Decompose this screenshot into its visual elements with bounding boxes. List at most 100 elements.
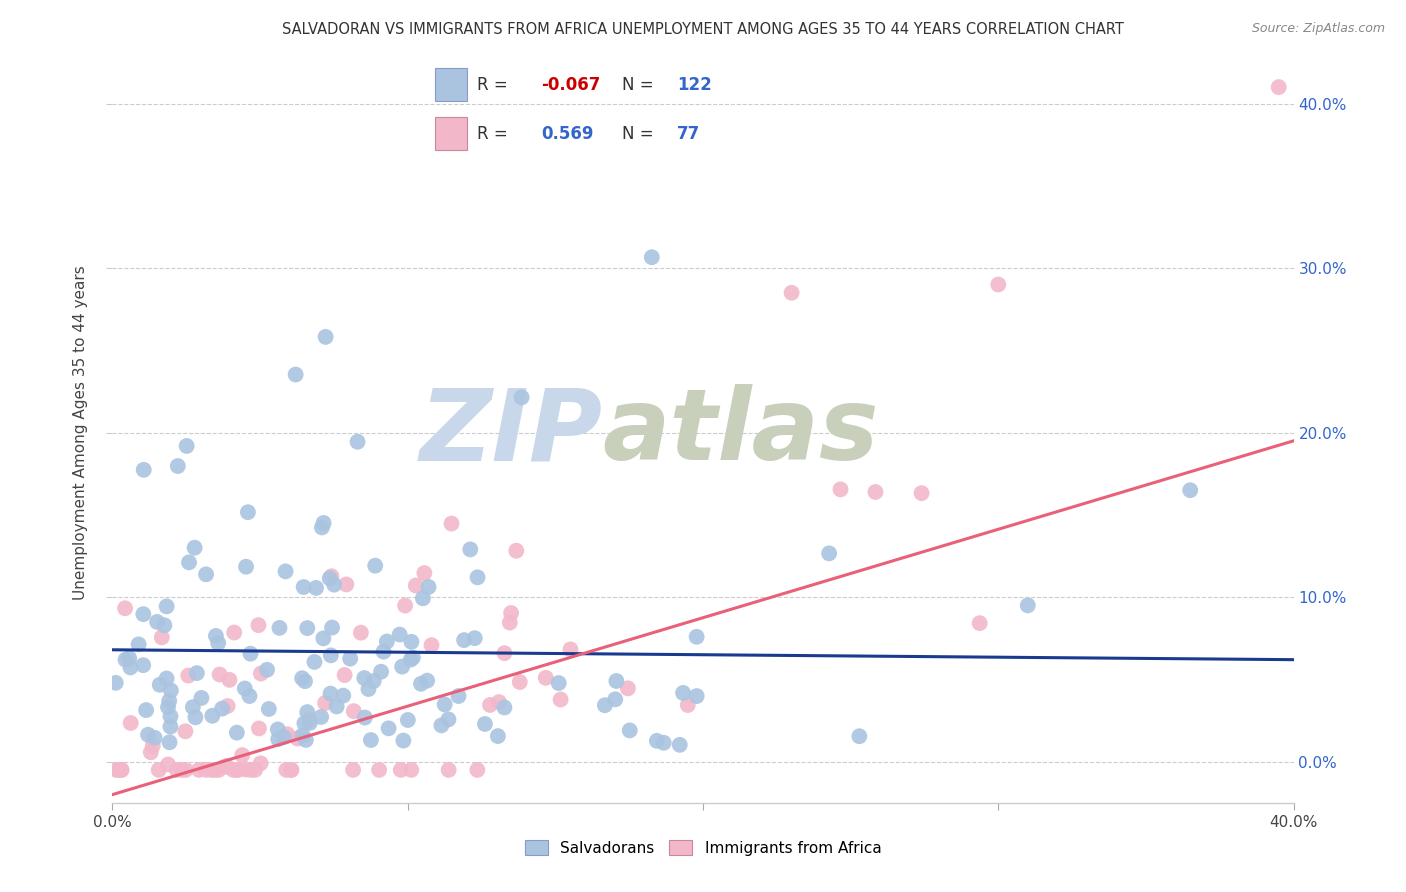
Point xyxy=(291,728,314,742)
Point xyxy=(686,689,709,703)
Point xyxy=(226,763,249,777)
Point xyxy=(987,277,1010,292)
Point xyxy=(453,633,475,648)
Point xyxy=(353,710,375,724)
Point xyxy=(276,727,298,741)
Point xyxy=(368,763,391,777)
Point xyxy=(284,368,307,382)
Point xyxy=(225,725,247,739)
Point xyxy=(139,745,162,759)
Point xyxy=(195,567,218,582)
Point xyxy=(148,763,170,777)
Point xyxy=(780,285,803,300)
Point xyxy=(297,621,319,635)
Point xyxy=(309,710,332,724)
Point xyxy=(267,723,290,737)
Point xyxy=(157,757,180,772)
Point xyxy=(401,635,423,649)
Point xyxy=(467,570,489,584)
Point xyxy=(1268,80,1291,95)
Point xyxy=(314,696,336,710)
Point xyxy=(510,390,533,404)
Point xyxy=(233,681,256,696)
Point xyxy=(396,713,419,727)
Point xyxy=(486,729,509,743)
Point xyxy=(132,658,155,673)
Point xyxy=(208,667,231,681)
FancyBboxPatch shape xyxy=(434,118,467,150)
Point xyxy=(190,690,212,705)
Point xyxy=(464,631,486,645)
Text: atlas: atlas xyxy=(603,384,879,481)
Point xyxy=(150,631,173,645)
Text: SALVADORAN VS IMMIGRANTS FROM AFRICA UNEMPLOYMENT AMONG AGES 35 TO 44 YEARS CORR: SALVADORAN VS IMMIGRANTS FROM AFRICA UNE… xyxy=(283,22,1123,37)
Point xyxy=(274,565,297,579)
Point xyxy=(402,650,425,665)
Text: 122: 122 xyxy=(678,76,711,94)
Point xyxy=(273,730,295,744)
Point xyxy=(560,642,582,657)
Point xyxy=(315,330,337,344)
Point xyxy=(399,763,422,777)
Point xyxy=(346,434,368,449)
Point xyxy=(319,648,342,663)
Point xyxy=(207,636,229,650)
Point xyxy=(413,566,436,580)
Point xyxy=(494,700,516,714)
Point xyxy=(176,439,198,453)
Point xyxy=(132,607,155,622)
Point xyxy=(159,735,181,749)
FancyBboxPatch shape xyxy=(434,69,467,101)
Point xyxy=(160,683,183,698)
Point xyxy=(250,666,273,681)
Point xyxy=(312,516,335,530)
Point xyxy=(830,483,852,497)
Point xyxy=(409,677,432,691)
Point xyxy=(287,731,309,746)
Point xyxy=(550,692,572,706)
Text: -0.067: -0.067 xyxy=(541,76,600,94)
Point xyxy=(1178,483,1201,498)
Point xyxy=(394,599,416,613)
Point xyxy=(818,546,841,560)
Point xyxy=(276,763,298,777)
Point xyxy=(194,763,217,777)
Point xyxy=(534,671,557,685)
Point xyxy=(333,668,356,682)
Point xyxy=(201,708,224,723)
Point xyxy=(247,722,270,736)
Point xyxy=(166,763,188,777)
Point xyxy=(142,739,165,753)
Text: 0.569: 0.569 xyxy=(541,125,593,143)
Point xyxy=(350,625,373,640)
Point xyxy=(298,713,321,727)
Point xyxy=(177,668,200,682)
Point xyxy=(323,577,346,591)
Point xyxy=(641,250,664,264)
Point xyxy=(619,723,641,738)
Point xyxy=(547,676,569,690)
Point xyxy=(416,673,439,688)
Point xyxy=(249,756,271,771)
Point xyxy=(120,716,142,731)
Point xyxy=(645,734,668,748)
Point xyxy=(207,763,229,777)
Point xyxy=(865,485,887,500)
Point xyxy=(294,716,316,731)
Point xyxy=(211,701,233,715)
Point xyxy=(319,687,342,701)
Point xyxy=(238,689,260,703)
Point xyxy=(205,629,228,643)
Point xyxy=(388,627,411,641)
Point xyxy=(389,763,412,777)
Point xyxy=(214,760,236,774)
Point xyxy=(235,763,257,777)
Point xyxy=(420,638,443,652)
Point xyxy=(848,729,870,743)
Legend: Salvadorans, Immigrants from Africa: Salvadorans, Immigrants from Africa xyxy=(519,834,887,862)
Point xyxy=(375,634,398,648)
Point xyxy=(256,663,278,677)
Text: R =: R = xyxy=(477,76,513,94)
Point xyxy=(319,571,342,585)
Point xyxy=(183,541,205,555)
